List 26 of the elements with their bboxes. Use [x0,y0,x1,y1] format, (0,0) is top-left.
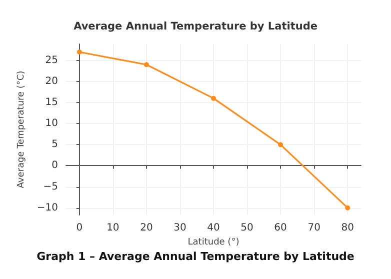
point [278,142,284,148]
y-tick-label: −5 [43,181,58,192]
y-tick-label: −10 [36,202,58,214]
y-tick-label: 5 [52,139,58,150]
point [76,50,82,54]
y-axis-title: Average Temperature (°C) [16,70,26,188]
x-tick-label: 50 [240,222,254,234]
point [144,62,149,68]
x-tick-label: 30 [174,222,186,234]
x-tick-label: 80 [341,222,354,234]
y-tick-label: 25 [45,54,58,66]
y-tick-label: 10 [45,118,58,130]
x-tick-label: 40 [207,222,220,234]
x-tick-label: 0 [76,222,83,234]
y-tick-label: 0 [52,160,58,172]
y-tick-label: 15 [45,97,58,108]
chart-title: Average Annual Temperature by Latitude [74,20,318,32]
x-tick-label: 10 [106,222,120,234]
y-tick-label: 20 [45,76,58,87]
x-tick-label: 70 [308,222,320,234]
point [345,205,350,210]
caption: Graph 1 – Average Annual Temperature by Latitude [36,250,354,263]
x-axis-title: Latitude (°) [188,237,240,248]
x-tick-label: 20 [140,222,153,234]
x-tick-label: 60 [274,222,287,234]
point [211,96,216,101]
